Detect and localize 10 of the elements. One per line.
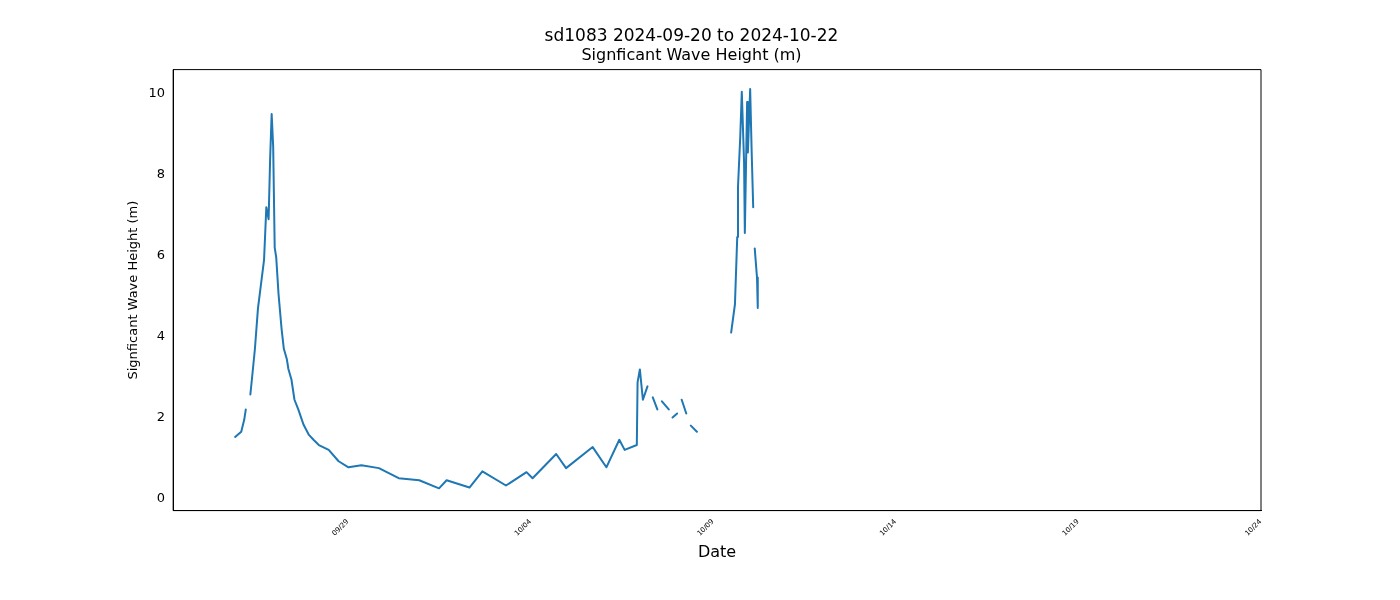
y-tick-label: 6 — [156, 247, 166, 263]
chart-title: sd1083 2024-09-20 to 2024-10-22 — [544, 24, 839, 45]
y-tick-label: 2 — [156, 408, 166, 424]
chart-subtitle: Signficant Wave Height (m) — [581, 45, 802, 65]
y-tick-label: 8 — [156, 166, 166, 182]
y-axis-title: Signficant Wave Height (m) — [125, 200, 141, 380]
y-tick-label: 0 — [156, 489, 166, 505]
y-tick-label: 4 — [156, 328, 166, 343]
x-axis-title: Date — [697, 541, 737, 561]
y-tick-label: 10 — [148, 85, 166, 101]
